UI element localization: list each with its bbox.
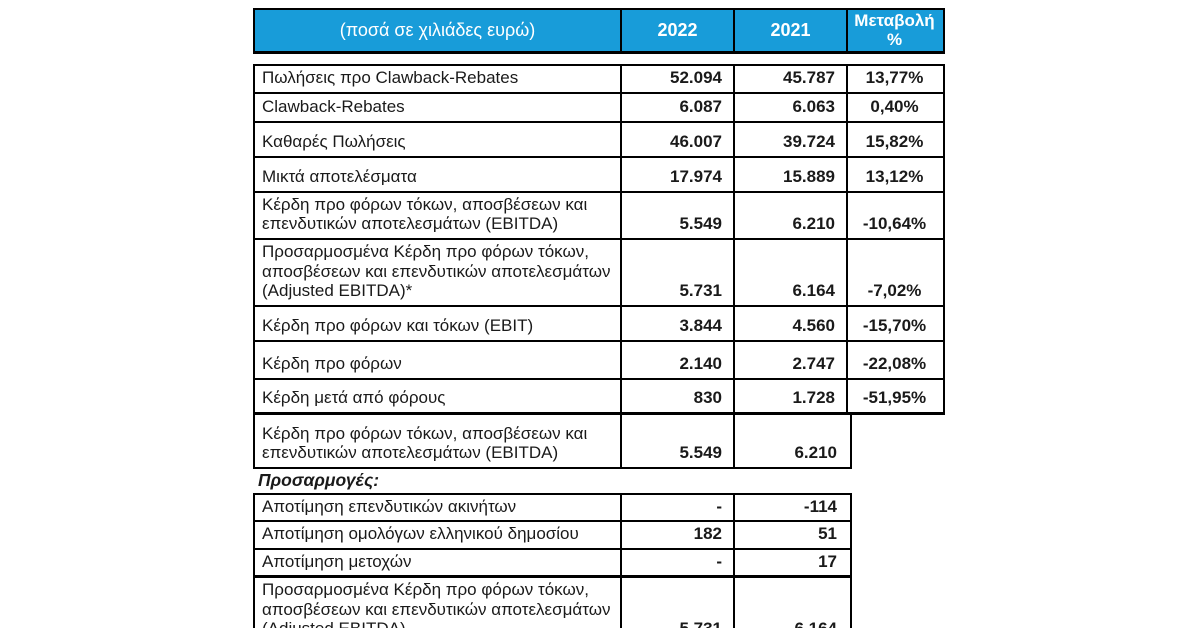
value-2022: 830 <box>622 379 735 412</box>
value-2021: 2.747 <box>735 341 848 378</box>
value-2022: 2.140 <box>622 341 735 378</box>
table-row: Προσαρμοσμένα Κέρδη προ φόρων τόκων, απο… <box>255 240 943 307</box>
value-2022: 5.549 <box>622 414 735 467</box>
adjustments-section: Αποτίμηση επενδυτικών ακινήτων - -114 Απ… <box>253 492 852 576</box>
financial-results-table: (ποσά σε χιλιάδες ευρώ) 2022 2021 Μεταβο… <box>253 8 945 628</box>
value-2021: 6.210 <box>794 443 837 463</box>
value-2022: 52.094 <box>622 66 735 92</box>
value-2021: 15.889 <box>735 157 848 191</box>
value-2021: 17 <box>818 551 837 571</box>
table-header-row: (ποσά σε χιλιάδες ευρώ) 2022 2021 Μεταβο… <box>253 8 945 55</box>
table-row: Αποτίμηση ομολόγων ελληνικού δημοσίου 18… <box>255 522 850 550</box>
header-unit-label: (ποσά σε χιλιάδες ευρώ) <box>255 10 622 52</box>
row-label: Πωλήσεις προ Clawback-Rebates <box>255 66 622 92</box>
change-percent: 13,77% <box>865 68 924 88</box>
table-row: Αποτίμηση μετοχών - 17 <box>255 549 850 576</box>
ebitda-reconciliation-start: Κέρδη προ φόρων τόκων, αποσβέσεων και επ… <box>253 414 852 469</box>
row-label: Κέρδη προ φόρων τόκων, αποσβέσεων και επ… <box>255 414 622 467</box>
main-results-section: Πωλήσεις προ Clawback-Rebates 52.094 45.… <box>253 64 945 415</box>
value-2022: 3.844 <box>622 306 735 340</box>
table-row: Κέρδη προ φόρων τόκων, αποσβέσεων και επ… <box>255 414 850 467</box>
table-row: Κέρδη προ φόρων 2.140 2.747 -22,08% <box>255 341 943 380</box>
value-2021: 4.560 <box>735 306 848 340</box>
table-row: Προσαρμοσμένα Κέρδη προ φόρων τόκων, απο… <box>255 578 850 628</box>
change-percent: -15,70% <box>862 316 927 336</box>
row-label: Clawback-Rebates <box>255 93 622 121</box>
row-label: Κέρδη μετά από φόρους <box>255 379 622 412</box>
table-row: Κέρδη προ φόρων και τόκων (EBIT) 3.844 4… <box>255 306 943 342</box>
header-col-2021: 2021 <box>735 10 848 52</box>
value-2021: -114 <box>803 496 837 516</box>
row-label: Κέρδη προ φόρων <box>255 341 622 378</box>
row-label: Μικτά αποτελέσματα <box>255 157 622 191</box>
table-row: Μικτά αποτελέσματα 17.974 15.889 13,12% <box>255 157 943 193</box>
change-percent: -10,64% <box>862 214 927 234</box>
value-2021: 6.164 <box>735 240 848 305</box>
value-2021: 39.724 <box>735 122 848 156</box>
header-col-2022: 2022 <box>622 10 735 52</box>
value-2022: 5.731 <box>622 578 735 628</box>
value-2022: 17.974 <box>622 157 735 191</box>
change-percent: -22,08% <box>862 354 927 374</box>
row-label: Προσαρμοσμένα Κέρδη προ φόρων τόκων, απο… <box>255 240 622 305</box>
row-label: Προσαρμοσμένα Κέρδη προ φόρων τόκων, απο… <box>255 578 622 628</box>
header-body-gap <box>253 54 945 64</box>
value-2022: 6.087 <box>622 93 735 121</box>
value-2022: 5.549 <box>622 192 735 239</box>
value-2021: 45.787 <box>735 66 848 92</box>
change-percent: 0,40% <box>870 97 919 117</box>
change-percent: -7,02% <box>867 281 922 301</box>
value-2022: 46.007 <box>622 122 735 156</box>
change-percent: 13,12% <box>865 167 924 187</box>
value-2022: 182 <box>622 522 735 548</box>
adjusted-ebitda-section: Προσαρμοσμένα Κέρδη προ φόρων τόκων, απο… <box>253 575 852 628</box>
table-row: Κέρδη μετά από φόρους 830 1.728 -51,95% <box>255 379 943 412</box>
value-2022: - <box>622 494 735 521</box>
value-2021: 6.164 <box>735 578 848 628</box>
value-2022: - <box>622 549 735 576</box>
adjustments-heading: Προσαρμογές: <box>258 470 380 491</box>
header-col-change-label: Μεταβολή % <box>854 11 935 49</box>
value-2021: 51 <box>818 524 837 544</box>
table-row: Κέρδη προ φόρων τόκων, αποσβέσεων και επ… <box>255 192 943 241</box>
value-2021: 1.728 <box>735 379 848 412</box>
value-2021: 6.210 <box>735 192 848 239</box>
table-row: Clawback-Rebates 6.087 6.063 0,40% <box>255 93 943 123</box>
row-label: Αποτίμηση επενδυτικών ακινήτων <box>255 494 622 521</box>
table-row: Αποτίμηση επενδυτικών ακινήτων - -114 <box>255 494 850 523</box>
table-row: Πωλήσεις προ Clawback-Rebates 52.094 45.… <box>255 66 943 94</box>
value-2021: 6.063 <box>735 93 848 121</box>
table-row: Καθαρές Πωλήσεις 46.007 39.724 15,82% <box>255 122 943 158</box>
change-percent: 15,82% <box>865 132 924 152</box>
row-label: Καθαρές Πωλήσεις <box>255 122 622 156</box>
row-label: Κέρδη προ φόρων και τόκων (EBIT) <box>255 306 622 340</box>
row-label: Αποτίμηση μετοχών <box>255 549 622 576</box>
header-col-change: Μεταβολή % <box>848 10 941 51</box>
change-percent: -51,95% <box>862 388 927 408</box>
row-label: Κέρδη προ φόρων τόκων, αποσβέσεων και επ… <box>255 192 622 239</box>
row-label: Αποτίμηση ομολόγων ελληνικού δημοσίου <box>255 522 622 548</box>
value-2022: 5.731 <box>622 240 735 305</box>
